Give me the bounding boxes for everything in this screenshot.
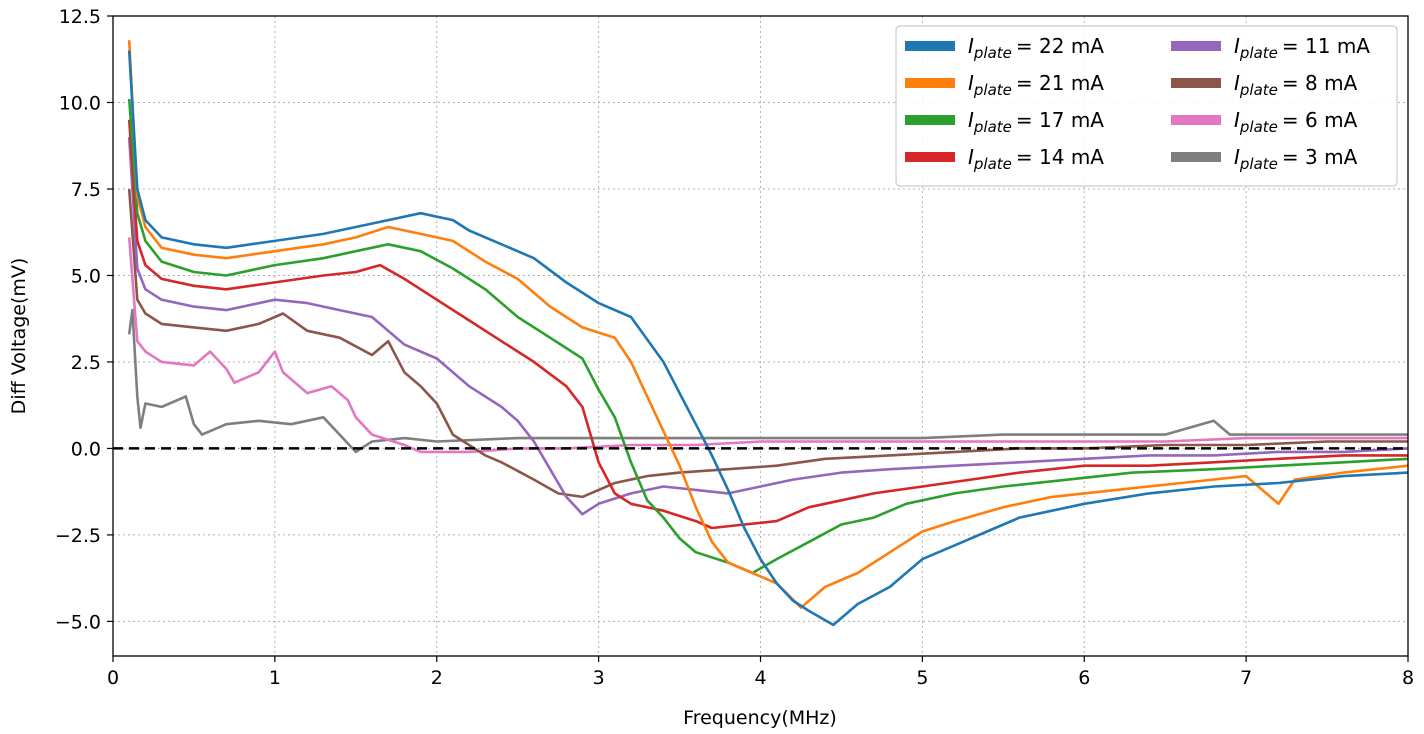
y-tick-label-7: 12.5 [59,6,101,28]
legend-item-1: Iplate = 21 mA [905,71,1104,99]
series-line-3 [127,119,1408,530]
legend-swatch-6 [1171,115,1221,125]
y-tick-label-2: 0.0 [71,438,101,460]
legend-label-3: Iplate = 14 mA [968,145,1104,173]
series-line-6 [127,237,1408,454]
legend-label-7: Iplate = 3 mA [1234,145,1358,173]
legend: Iplate = 22 mA Iplate = 21 mA Iplate = 17 mA I… [895,25,1398,187]
y-tick-label-4: 5.0 [71,265,101,287]
series-line-4 [127,137,1409,516]
x-tick-label-2: 2 [431,667,443,689]
legend-item-5: Iplate = 8 mA [1171,71,1358,99]
legend-label-0: Iplate = 22 mA [968,34,1104,62]
legend-swatch-7 [1171,152,1221,162]
legend-label-6: Iplate = 6 mA [1234,108,1358,136]
series-line-0 [127,50,1409,627]
legend-label-1: Iplate = 21 mA [968,71,1104,99]
legend-item-0: Iplate = 22 mA [905,34,1104,62]
legend-item-2: Iplate = 17 mA [905,108,1104,136]
legend-label-2: Iplate = 17 mA [968,108,1104,136]
x-tick-label-5: 5 [916,667,928,689]
x-tick-label-1: 1 [269,667,281,689]
legend-swatch-0 [905,41,955,51]
x-axis: 0 1 2 3 4 5 6 7 8 [107,656,1414,689]
x-tick-label-3: 3 [593,667,605,689]
y-axis-label: Diff Voltage(mV) [8,258,30,415]
x-tick-label-4: 4 [754,667,766,689]
legend-label-5: Iplate = 8 mA [1234,71,1358,99]
x-tick-label-8: 8 [1402,667,1414,689]
y-tick-label-3: 2.5 [71,352,101,374]
legend-frame [895,25,1398,187]
series-line-5 [127,188,1408,499]
legend-item-7: Iplate = 3 mA [1171,145,1358,173]
legend-item-3: Iplate = 14 mA [905,145,1104,173]
x-tick-label-7: 7 [1240,667,1252,689]
series-line-2 [127,98,1409,575]
series-layer [127,40,1409,627]
y-axis: −5.0 −2.5 0.0 2.5 5.0 7.5 10.0 12.5 [55,6,113,633]
legend-swatch-3 [905,152,955,162]
legend-swatch-1 [905,78,955,88]
legend-swatch-4 [1171,41,1221,51]
y-tick-label-6: 10.0 [59,92,101,114]
legend-item-6: Iplate = 6 mA [1171,108,1358,136]
series-line-1 [127,40,1409,609]
y-tick-label-5: 7.5 [71,179,101,201]
x-tick-label-0: 0 [107,667,119,689]
x-axis-label: Frequency(MHz) [683,707,837,729]
legend-item-4: Iplate = 11 mA [1171,34,1370,62]
y-tick-label-1: −2.5 [55,525,101,547]
legend-swatch-2 [905,115,955,125]
x-tick-label-6: 6 [1078,667,1090,689]
legend-swatch-5 [1171,78,1221,88]
y-tick-label-0: −5.0 [55,611,101,633]
legend-label-4: Iplate = 11 mA [1234,34,1370,62]
